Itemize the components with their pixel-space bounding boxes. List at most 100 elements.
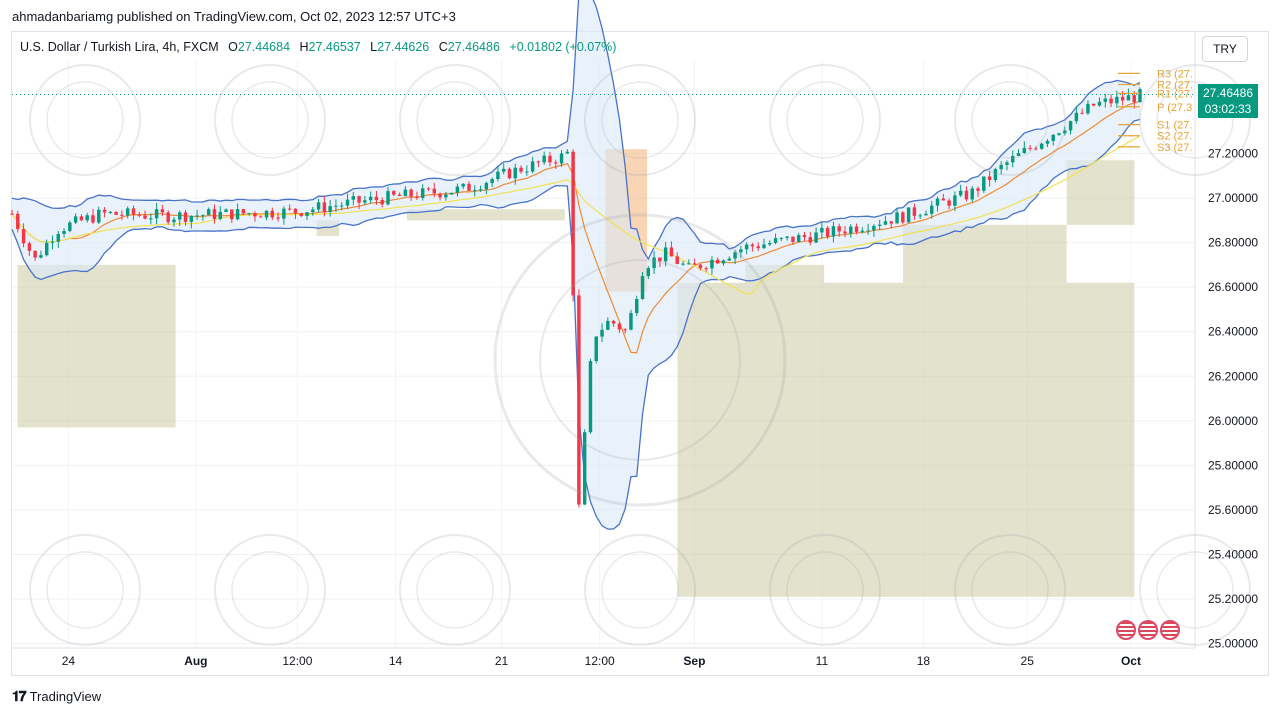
candle-body	[247, 213, 251, 215]
candle-body	[958, 190, 963, 196]
candle-body	[519, 167, 523, 172]
close-label: C	[438, 40, 448, 54]
candle-body	[97, 209, 101, 223]
candle-body	[16, 213, 20, 230]
candle-body	[710, 259, 714, 269]
candle-body	[675, 256, 679, 264]
candle-body	[1138, 89, 1142, 103]
time-tick-label: Aug	[184, 654, 207, 668]
pivot-label: S3 (27.	[1157, 142, 1192, 154]
watermark-seal-icon	[46, 81, 124, 159]
candle-body	[253, 213, 257, 217]
candle-body	[930, 205, 934, 214]
price-tick-label: 26.40000	[1208, 325, 1258, 339]
candle-body	[287, 208, 292, 210]
watermark-seal-icon	[231, 81, 309, 159]
candle-body	[629, 313, 633, 330]
candle-body	[530, 161, 535, 172]
last-price-tag: 27.46486 03:02:33	[1198, 84, 1258, 118]
watermark-seal-icon	[214, 534, 326, 646]
candle-body	[594, 336, 598, 362]
candle-body	[901, 212, 905, 223]
currency-button[interactable]: TRY	[1202, 36, 1248, 62]
candle-body	[536, 161, 541, 163]
candle-body	[79, 216, 84, 221]
chart-frame	[11, 31, 1269, 676]
candle-body	[993, 169, 998, 181]
candle-body	[1011, 156, 1015, 163]
candle-body	[1086, 103, 1090, 114]
candle-body	[501, 168, 506, 172]
candle-body	[339, 205, 344, 207]
candle-body	[889, 221, 893, 224]
candle-body	[195, 215, 199, 217]
candle-body	[473, 190, 477, 192]
candle-body	[160, 209, 165, 213]
watermark-seal-icon	[29, 64, 141, 176]
candle-body	[201, 215, 205, 217]
candle-body	[1115, 96, 1119, 104]
candles	[10, 87, 1195, 508]
candle-body	[62, 231, 66, 234]
high-value: 27.46537	[308, 40, 361, 54]
price-tick-label: 26.80000	[1208, 236, 1258, 250]
candle-body	[768, 242, 772, 245]
candle-body	[85, 215, 89, 221]
candle-body	[478, 189, 483, 191]
us-flag-icon[interactable]	[1116, 620, 1136, 640]
candle-body	[276, 217, 280, 219]
candle-body	[120, 214, 124, 216]
us-flag-icon[interactable]	[1138, 620, 1158, 640]
candle-body	[918, 215, 922, 217]
candle-body	[617, 323, 622, 330]
candle-body	[663, 247, 668, 262]
candle-body	[426, 188, 431, 190]
economic-events[interactable]	[1116, 620, 1180, 640]
footer-brand: TradingView	[29, 689, 102, 704]
candle-body	[860, 230, 865, 232]
candle-body	[744, 244, 749, 250]
candle-body	[363, 200, 367, 203]
candle-body	[409, 189, 413, 197]
candle-body	[698, 264, 703, 269]
open-label: O	[228, 40, 238, 54]
candle-body	[588, 361, 593, 433]
us-flag-icon[interactable]	[1160, 620, 1180, 640]
lower-band	[11, 118, 1141, 530]
candle-body	[351, 196, 356, 200]
candle-body	[444, 194, 448, 198]
candle-body	[264, 210, 269, 218]
candle-body	[438, 193, 442, 198]
watermark-seal-icon	[399, 534, 511, 646]
candle-body	[820, 227, 824, 233]
candle-body	[802, 235, 807, 238]
candle-body	[328, 206, 332, 213]
close-value: 27.46486	[447, 40, 500, 54]
candle-body	[733, 252, 737, 259]
watermark-seal-icon	[786, 81, 864, 159]
candle-body	[895, 212, 899, 224]
watermark-seal-icon	[493, 213, 787, 507]
candle-body	[953, 195, 957, 206]
candle-body	[947, 200, 951, 206]
candle-body	[687, 263, 691, 265]
candle-body	[964, 190, 969, 200]
bar-countdown: 03:02:33	[1204, 102, 1252, 116]
candle-body	[1126, 95, 1131, 101]
candle-body	[507, 168, 512, 179]
price-tick-label: 25.20000	[1208, 592, 1258, 606]
low-label: L	[370, 40, 378, 54]
candle-body	[461, 183, 465, 187]
candle-body	[270, 210, 275, 218]
candle-body	[259, 216, 263, 218]
candle-body	[114, 211, 118, 215]
candle-body	[392, 191, 396, 195]
candle-body	[1028, 147, 1032, 149]
candle-body	[831, 226, 836, 237]
candle-body	[490, 179, 494, 184]
price-tick-label: 27.20000	[1208, 147, 1258, 161]
watermark-seal-icon	[954, 64, 1066, 176]
watermark-seal-icon	[971, 81, 1049, 159]
candle-body	[658, 257, 662, 262]
